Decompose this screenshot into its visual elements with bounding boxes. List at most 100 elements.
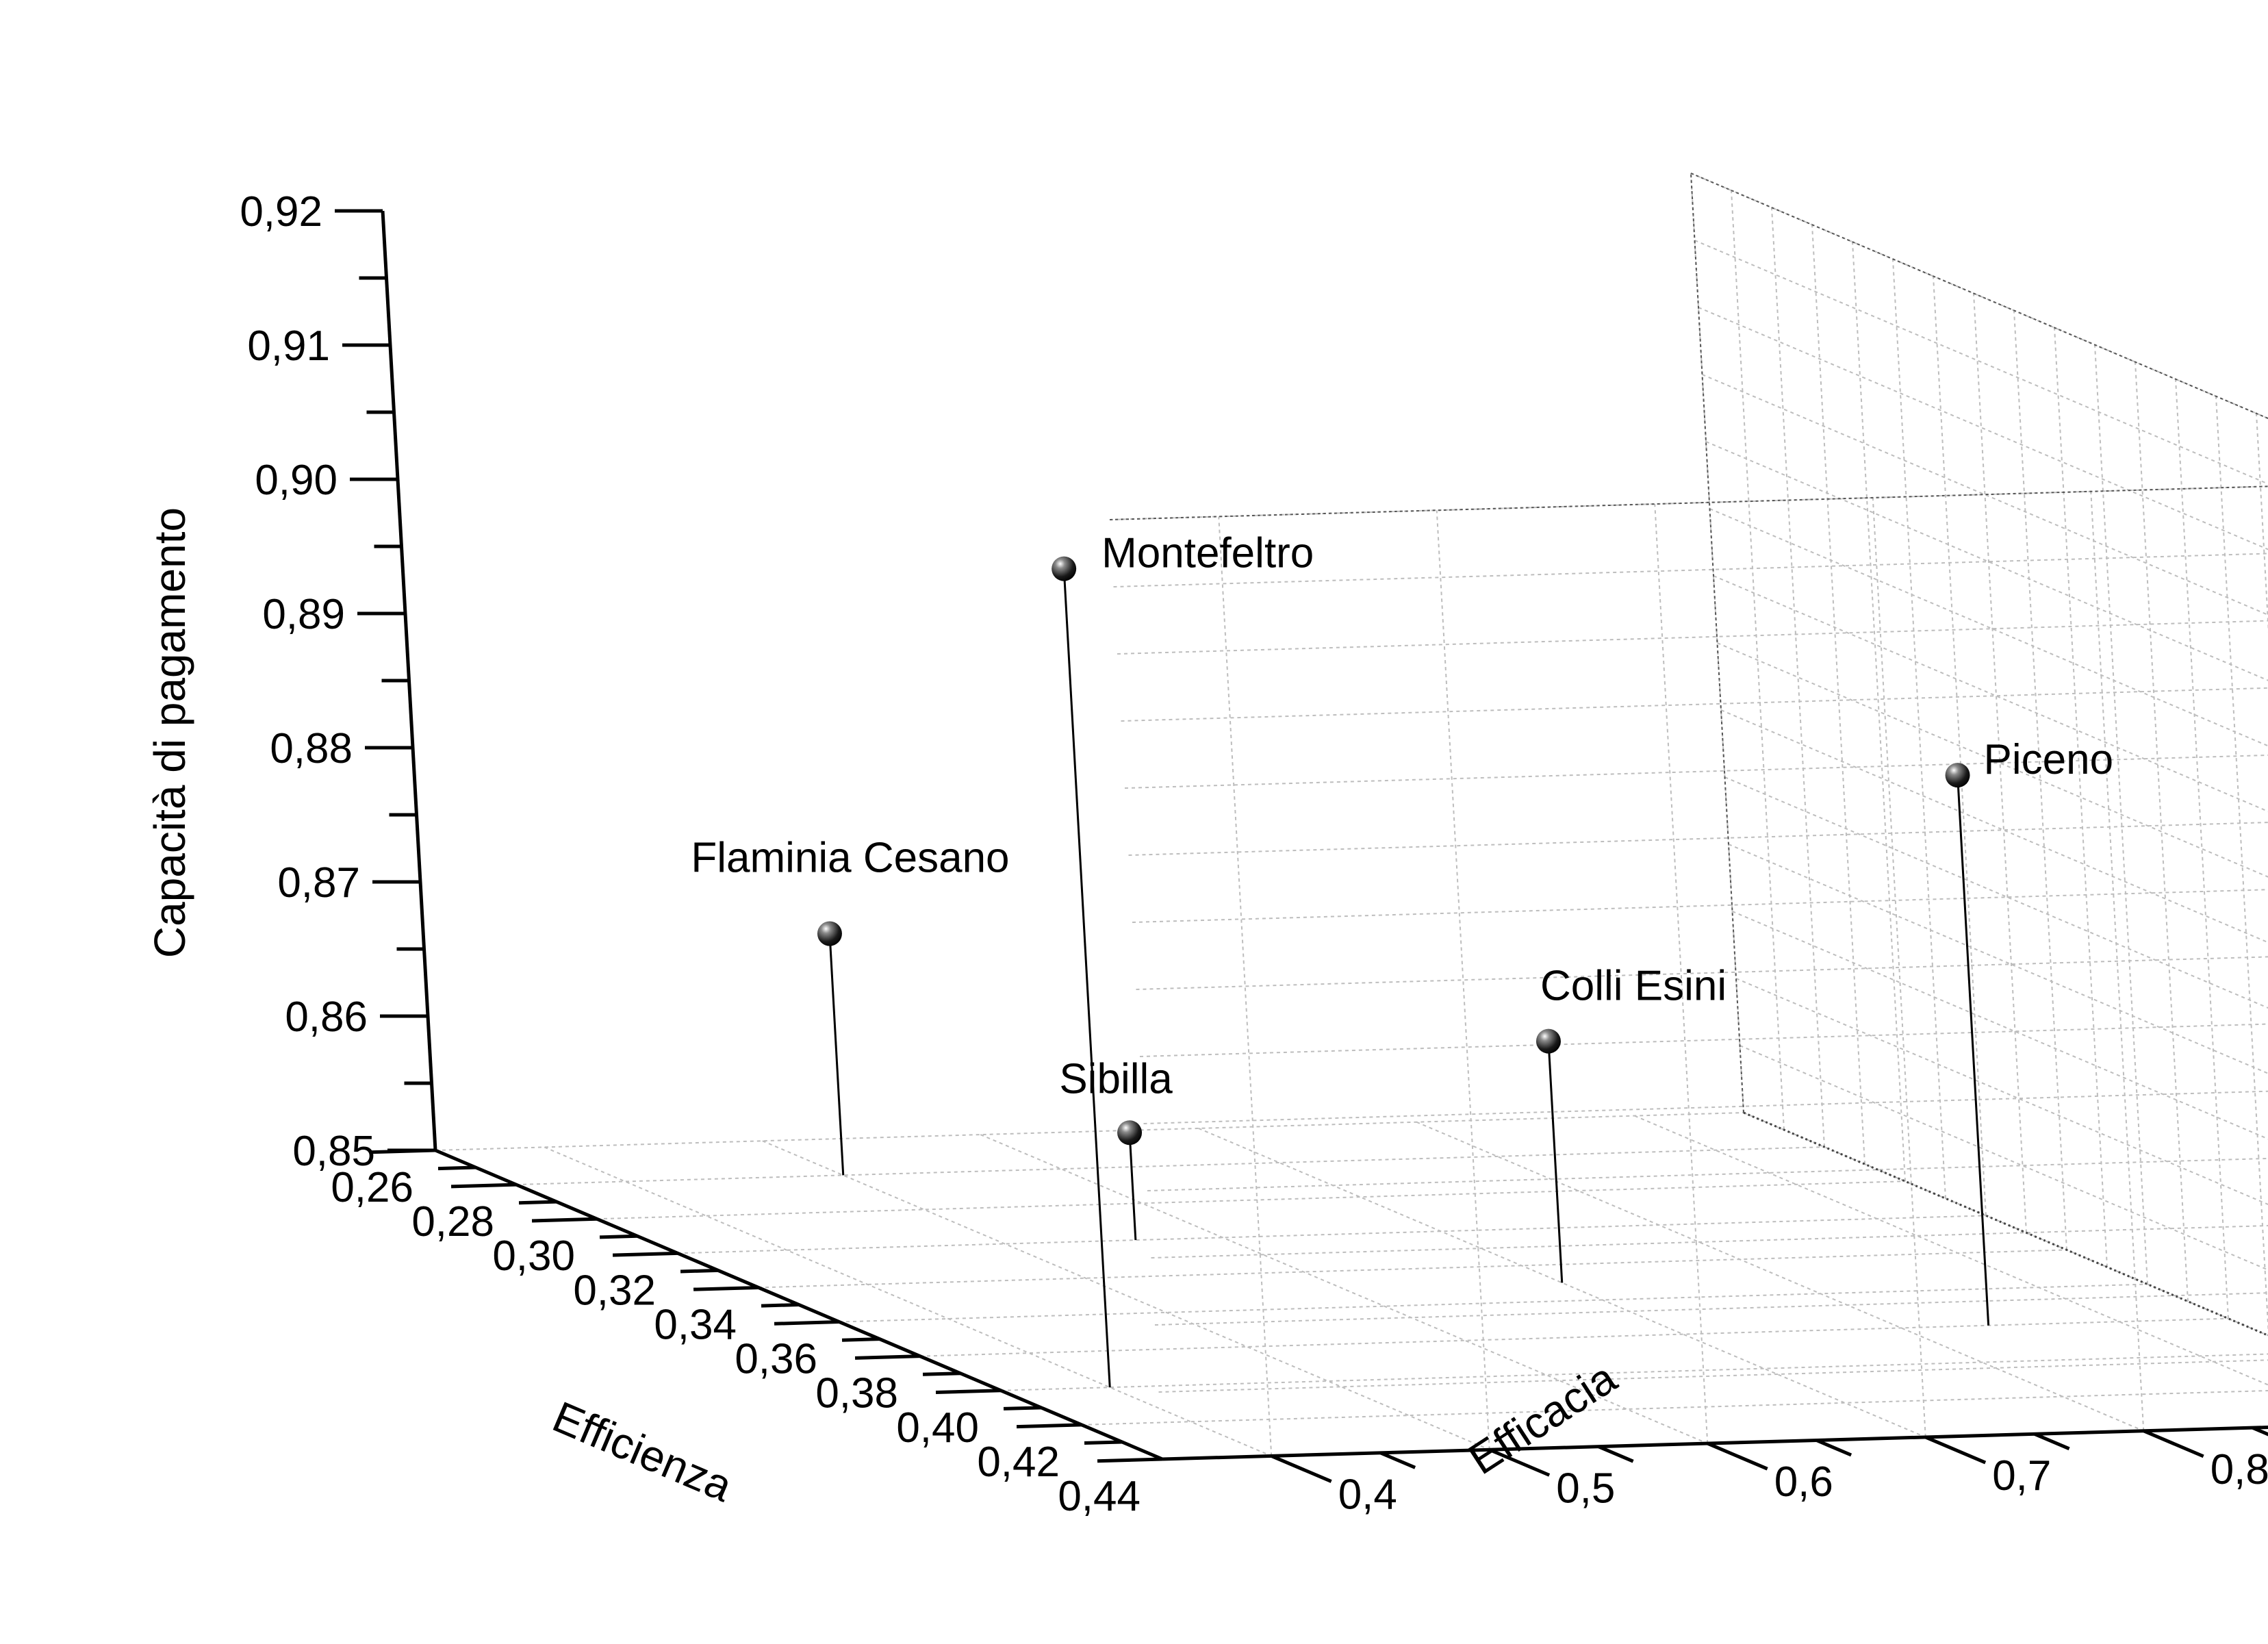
z-tick-label: 0,89: [262, 591, 345, 638]
x-tick: [450, 1183, 517, 1189]
point-label: Montefeltro: [1101, 530, 1314, 577]
y-minor-tick: [1815, 1439, 1852, 1457]
x-tick: [935, 1389, 1002, 1395]
x-minor-tick: [680, 1268, 719, 1274]
grid-line: [544, 1146, 1272, 1457]
data-point: [1117, 1120, 1143, 1146]
grid-line: [1000, 1353, 2268, 1391]
point-label: Piceno: [1984, 736, 2114, 783]
grid-line: [435, 1112, 1744, 1151]
z-tick-label: 0,85: [292, 1128, 375, 1175]
z-axis-title: Capacità di pagamento: [145, 507, 194, 958]
grid-line-minor: [1128, 822, 2268, 856]
grid-line-minor: [1158, 1359, 2268, 1393]
grid-line: [1852, 242, 1906, 1182]
grid-line: [1728, 844, 2268, 1074]
y-tick-label: 0,4: [1338, 1471, 1397, 1519]
floor-edge-back: [1743, 1111, 2268, 1337]
x-tick: [774, 1320, 840, 1326]
y-tick: [2143, 1429, 2204, 1458]
grid-line: [1132, 889, 2268, 923]
grid-line: [1634, 1115, 2268, 1386]
data-point: [817, 921, 842, 946]
x-tick-label: 0,36: [735, 1336, 817, 1383]
grid-line: [1705, 441, 2268, 681]
data-point: [1945, 763, 1970, 788]
grid-line-minor: [1113, 553, 2268, 587]
grid-line: [1081, 1390, 2268, 1426]
grid-line: [980, 1134, 1708, 1445]
grid-line: [1124, 754, 2268, 789]
point-label: Sibilla: [1059, 1055, 1173, 1102]
y-tick: [1924, 1435, 1987, 1465]
drop-line: [828, 933, 845, 1176]
grid-line: [919, 1317, 2229, 1357]
z-tick-label: 0,88: [270, 725, 353, 772]
grid-line: [677, 1215, 1987, 1254]
drop-line: [1547, 1041, 1564, 1283]
y-tick-label: 0,8: [2210, 1446, 2268, 1493]
x-tick-label: 0,30: [492, 1232, 575, 1280]
back-right-edge: [1690, 173, 1744, 1113]
grid-line: [1198, 1127, 1926, 1438]
x-tick: [854, 1354, 921, 1360]
x-tick-label: 0,38: [815, 1370, 898, 1417]
grid-line: [1735, 978, 2268, 1206]
grid-line-minor: [1143, 1090, 2268, 1124]
grid-line-minor: [1702, 374, 2268, 616]
z-tick-label: 0,92: [240, 188, 322, 236]
grid-line: [1771, 207, 1825, 1148]
x-minor-tick: [1084, 1440, 1123, 1445]
x-tick-label: 0,26: [331, 1164, 413, 1211]
grid-line: [1720, 709, 2268, 944]
x-minor-tick: [599, 1234, 638, 1239]
grid-line-minor: [1121, 687, 2268, 722]
y-tick-label: 0,6: [1774, 1458, 1833, 1506]
z-tick-label: 0,87: [277, 859, 360, 907]
grid-line: [1416, 1121, 2144, 1432]
grid-line: [2175, 379, 2229, 1319]
grid-line: [762, 1140, 1490, 1451]
y-tick: [1271, 1454, 1332, 1483]
grid-line: [1713, 575, 2268, 813]
x-tick-label: 0,42: [977, 1439, 1060, 1486]
z-tick-label: 0,86: [285, 994, 368, 1041]
grid-line-minor: [2054, 327, 2108, 1267]
grid-line: [1147, 1157, 2268, 1191]
z-tick-label: 0,91: [247, 323, 330, 370]
x-tick-label: 0,28: [411, 1198, 494, 1245]
x-minor-tick: [761, 1303, 800, 1308]
x-minor-tick: [841, 1337, 880, 1342]
x-tick: [1016, 1423, 1082, 1429]
x-tick-label: 0,44: [1058, 1473, 1141, 1520]
top-edge-left: [1109, 485, 2268, 520]
x-minor-tick: [518, 1200, 557, 1205]
x-axis-title: Efficienza: [546, 1392, 739, 1511]
y-tick: [1707, 1441, 1768, 1471]
x-tick: [1097, 1457, 1163, 1463]
y-minor-tick: [2252, 1426, 2268, 1437]
tick-layer: [335, 209, 2268, 1483]
x-minor-tick: [437, 1165, 476, 1171]
y-minor-tick: [1598, 1445, 1634, 1463]
y-minor-tick: [1379, 1451, 1416, 1469]
grid-line: [1698, 307, 2268, 551]
y-tick: [1488, 1447, 1551, 1477]
x-tick: [531, 1217, 598, 1223]
data-point: [1536, 1028, 1561, 1054]
grid-line: [758, 1249, 2067, 1289]
point-label: Flaminia Cesano: [691, 835, 1009, 882]
grid-line-minor: [1740, 1045, 2268, 1271]
x-tick: [693, 1285, 759, 1291]
x-tick-label: 0,34: [654, 1301, 737, 1348]
grid-line-minor: [1724, 776, 2268, 1009]
top-edge-back: [1690, 173, 2268, 420]
y-minor-tick: [2034, 1432, 2070, 1451]
y-axis-line: [1162, 1426, 2268, 1461]
grid-line-minor: [1717, 642, 2268, 878]
x-minor-tick: [1003, 1406, 1042, 1411]
grid-line: [515, 1146, 1825, 1186]
point-label: Colli Esini: [1540, 963, 1727, 1010]
y-tick-label: 0,5: [1556, 1465, 1615, 1512]
